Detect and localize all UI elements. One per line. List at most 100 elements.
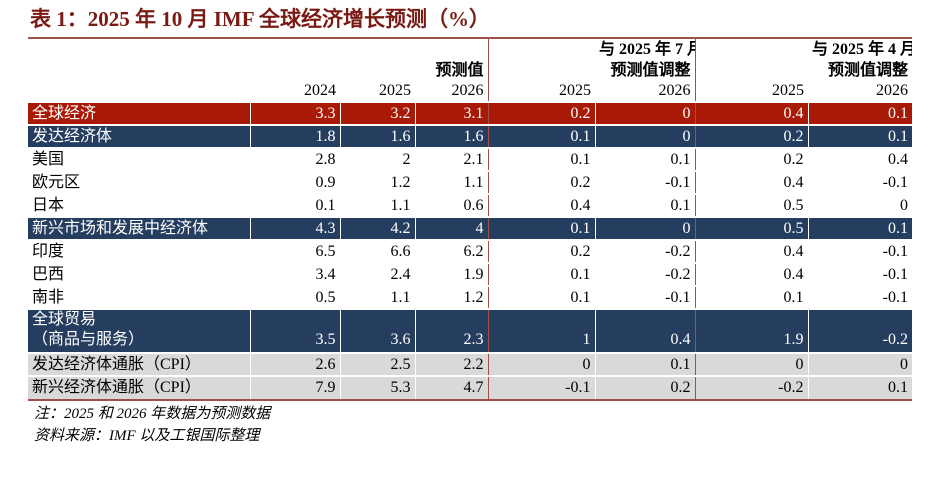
cell-value: 1.2 <box>340 170 415 194</box>
cell-value: 0.2 <box>487 170 595 194</box>
cell-value: 0.1 <box>487 147 595 171</box>
cell-value: -0.1 <box>808 239 912 263</box>
top-rule <box>28 37 912 39</box>
cell-value: 4.2 <box>339 216 415 240</box>
cell-value: 3.4 <box>250 262 340 286</box>
row-label: 南非 <box>28 285 250 309</box>
cell-value: 1.1 <box>340 193 415 217</box>
cell-value: 4.7 <box>414 375 488 399</box>
cell-value: 7.9 <box>249 375 340 399</box>
cell-value: -0.2 <box>595 239 695 263</box>
cell-value: 2.2 <box>414 352 488 376</box>
year-header: 2026 <box>451 82 484 99</box>
bottom-rule <box>28 399 912 401</box>
cell-value: 1 <box>487 308 595 353</box>
year-header: 2025 <box>487 81 595 102</box>
cell-value: 0.1 <box>487 216 595 240</box>
cell-value: 1.9 <box>694 308 808 353</box>
cell-value: -0.2 <box>595 262 695 286</box>
cell-value: -0.1 <box>595 285 695 309</box>
cell-value: 0 <box>694 352 808 376</box>
forecast-table: 与 2025 年 7 月 与 2025 年 4 月 预测值 预测值调整 预测值调整 2… <box>28 39 912 399</box>
cell-value: 0.1 <box>807 375 912 399</box>
cell-value: 6.6 <box>340 239 415 263</box>
cell-value: 2.5 <box>339 352 415 376</box>
table-block: 与 2025 年 7 月 与 2025 年 4 月 预测值 预测值调整 预测值调整 2… <box>28 37 912 447</box>
row-label: 美国 <box>28 147 250 171</box>
cell-value: 0.5 <box>694 193 808 217</box>
cell-value: 0.1 <box>487 262 595 286</box>
cell-value: 0 <box>487 352 595 376</box>
note: 注：2025 和 2026 年数据为预测数据 <box>34 406 271 422</box>
cell-value: 0.4 <box>694 101 808 125</box>
cell-value: 0.4 <box>694 170 808 194</box>
cell-value: 0.5 <box>694 216 808 240</box>
cell-value: 2.1 <box>415 147 488 171</box>
cell-value: 0 <box>808 193 912 217</box>
table-row: 全球经济 3.3 3.2 3.1 0.2 0 0.4 0.1 <box>28 101 912 125</box>
table-row: 日本 0.1 1.1 0.6 0.4 0.1 0.5 0 <box>28 193 912 217</box>
cell-value: 0.2 <box>487 239 595 263</box>
cell-value: -0.2 <box>694 375 808 399</box>
cell-value: 0.1 <box>487 285 595 309</box>
year-header: 2025 <box>694 81 808 102</box>
row-label: 全球经济 <box>28 101 250 125</box>
table-row: 美国 2.8 2 2.1 0.1 0.1 0.2 0.4 <box>28 147 912 171</box>
cell-value: 0.1 <box>594 352 695 376</box>
cell-value: 0.2 <box>694 147 808 171</box>
cell-value: 1.6 <box>339 124 415 148</box>
header-forecast: 预测值 <box>435 62 484 79</box>
cell-value: 6.5 <box>250 239 340 263</box>
cell-value: 0.4 <box>694 262 808 286</box>
cell-value: -0.2 <box>807 308 912 353</box>
cell-value: 0.4 <box>808 147 912 171</box>
cell-value: 0.1 <box>807 216 912 240</box>
cell-value: 3.5 <box>249 308 340 353</box>
cell-value: 0.1 <box>694 285 808 309</box>
row-label: 发达经济体 <box>28 124 250 148</box>
table-row: 全球贸易 （商品与服务） 3.5 3.6 2.3 1 0.4 1.9 -0.2 <box>28 308 912 353</box>
row-label: 欧元区 <box>28 170 250 194</box>
cell-value: 0 <box>594 101 695 125</box>
cell-value: 0.2 <box>487 101 595 125</box>
cell-value: 5.3 <box>339 375 415 399</box>
cell-value: 1.6 <box>414 124 488 148</box>
cell-value: 1.1 <box>340 285 415 309</box>
header-jul-adj: 预测值调整 <box>610 62 691 79</box>
cell-value: 0.4 <box>594 308 695 353</box>
cell-value: 2 <box>340 147 415 171</box>
row-label: 全球贸易 （商品与服务） <box>28 308 250 353</box>
cell-value: 3.1 <box>414 101 488 125</box>
cell-value: 0.5 <box>250 285 340 309</box>
cell-value: 0.1 <box>250 193 340 217</box>
year-header: 2024 <box>304 82 336 99</box>
cell-value: -0.1 <box>595 170 695 194</box>
row-label: 发达经济体通胀（CPI） <box>28 352 250 376</box>
cell-value: 0.6 <box>415 193 488 217</box>
cell-value: 3.3 <box>249 101 340 125</box>
cell-value: 1.2 <box>415 285 488 309</box>
year-header: 2026 <box>876 82 908 99</box>
cell-value: 0.9 <box>250 170 340 194</box>
table-row: 新兴市场和发展中经济体 4.3 4.2 4 0.1 0 0.5 0.1 <box>28 216 912 240</box>
year-header: 2025 <box>379 82 411 99</box>
table-row: 新兴经济体通胀（CPI） 7.9 5.3 4.7 -0.1 0.2 -0.2 0.1 <box>28 375 912 399</box>
table-row: 巴西 3.4 2.4 1.9 0.1 -0.2 0.4 -0.1 <box>28 262 912 286</box>
row-label: 新兴经济体通胀（CPI） <box>28 375 250 399</box>
cell-value: 0.1 <box>595 147 695 171</box>
header-apr: 与 2025 年 4 月 <box>812 41 912 58</box>
table-row: 欧元区 0.9 1.2 1.1 0.2 -0.1 0.4 -0.1 <box>28 170 912 194</box>
header-jul: 与 2025 年 7 月 <box>599 41 695 58</box>
cell-value: 0 <box>807 352 912 376</box>
cell-value: 0.1 <box>807 101 912 125</box>
cell-value: -0.1 <box>808 170 912 194</box>
year-header: 2026 <box>658 82 691 99</box>
cell-value: 0 <box>594 124 695 148</box>
row-label: 新兴市场和发展中经济体 <box>28 216 250 240</box>
cell-value: 0.1 <box>487 124 595 148</box>
cell-value: 2.4 <box>340 262 415 286</box>
cell-value: 1.8 <box>249 124 340 148</box>
header-apr-adj: 预测值调整 <box>827 62 908 79</box>
cell-value: 0.1 <box>595 193 695 217</box>
cell-value: 0.2 <box>694 124 808 148</box>
